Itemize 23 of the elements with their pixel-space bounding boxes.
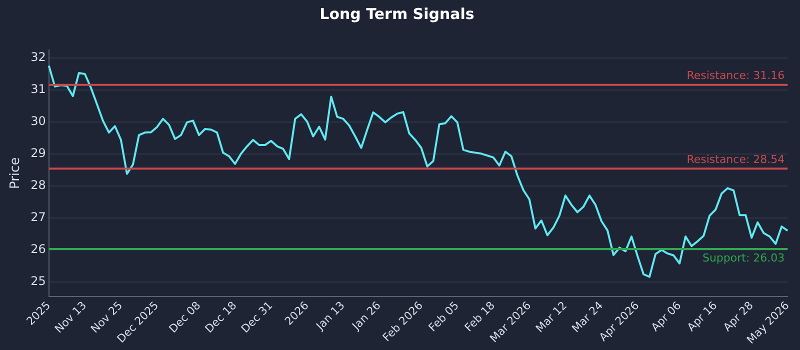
y-tick-label: 30	[30, 114, 46, 128]
y-tick-label: 31	[30, 82, 46, 96]
ref-line-label: Resistance: 31.16	[686, 69, 785, 82]
y-tick-label: 28	[30, 178, 46, 192]
x-tick-label: Apr 06	[648, 298, 684, 334]
y-tick-label: 27	[30, 210, 46, 224]
x-tick-label: Mar 12	[533, 298, 570, 336]
x-tick-label: Dec 08	[166, 298, 204, 336]
y-tick-label: 25	[30, 274, 46, 288]
x-tick-label: Jan 26	[349, 298, 384, 334]
ref-line-label: Support: 26.03	[702, 251, 785, 264]
y-tick-label: 29	[30, 146, 46, 160]
x-tick-label: Feb 05	[426, 298, 462, 334]
chart-title: Long Term Signals	[320, 4, 474, 23]
x-tick-label: Nov 13	[52, 298, 90, 336]
x-tick-label: Apr 16	[684, 298, 720, 334]
y-tick-label: 32	[30, 50, 46, 64]
x-tick-label: Dec 31	[238, 298, 276, 336]
y-axis-title: Price	[8, 157, 24, 190]
x-tick-label: Dec 18	[202, 298, 240, 336]
y-tick-label: 26	[30, 242, 46, 256]
ref-line-label: Resistance: 28.54	[686, 153, 785, 166]
x-tick-label: Jan 13	[313, 298, 348, 334]
